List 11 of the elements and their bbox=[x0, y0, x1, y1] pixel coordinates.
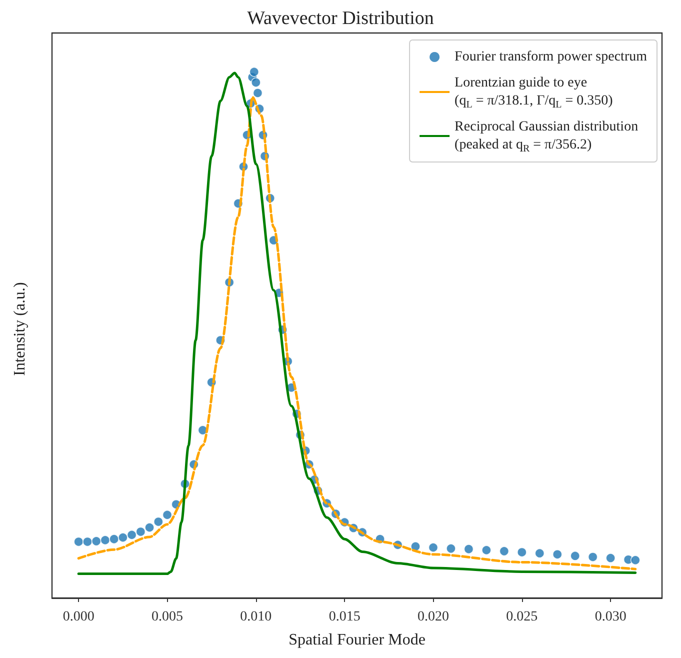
x-tick-label: 0.025 bbox=[506, 610, 538, 624]
x-tick-label: 0.020 bbox=[418, 610, 449, 624]
x-axis-title: Spatial Fourier Mode bbox=[288, 632, 426, 648]
y-axis-title: Intensity (a.u.) bbox=[12, 282, 28, 376]
x-tick-label: 0.015 bbox=[328, 610, 360, 624]
legend-label: Fourier transform power spectrum bbox=[454, 50, 648, 64]
x-tick-label: 0.005 bbox=[152, 610, 184, 624]
x-tick-label: 0.000 bbox=[62, 610, 94, 624]
x-tick-label: 0.030 bbox=[594, 610, 626, 624]
x-tick-label: 0.010 bbox=[240, 610, 272, 624]
chart-title: Wavevector Distribution bbox=[247, 8, 434, 29]
